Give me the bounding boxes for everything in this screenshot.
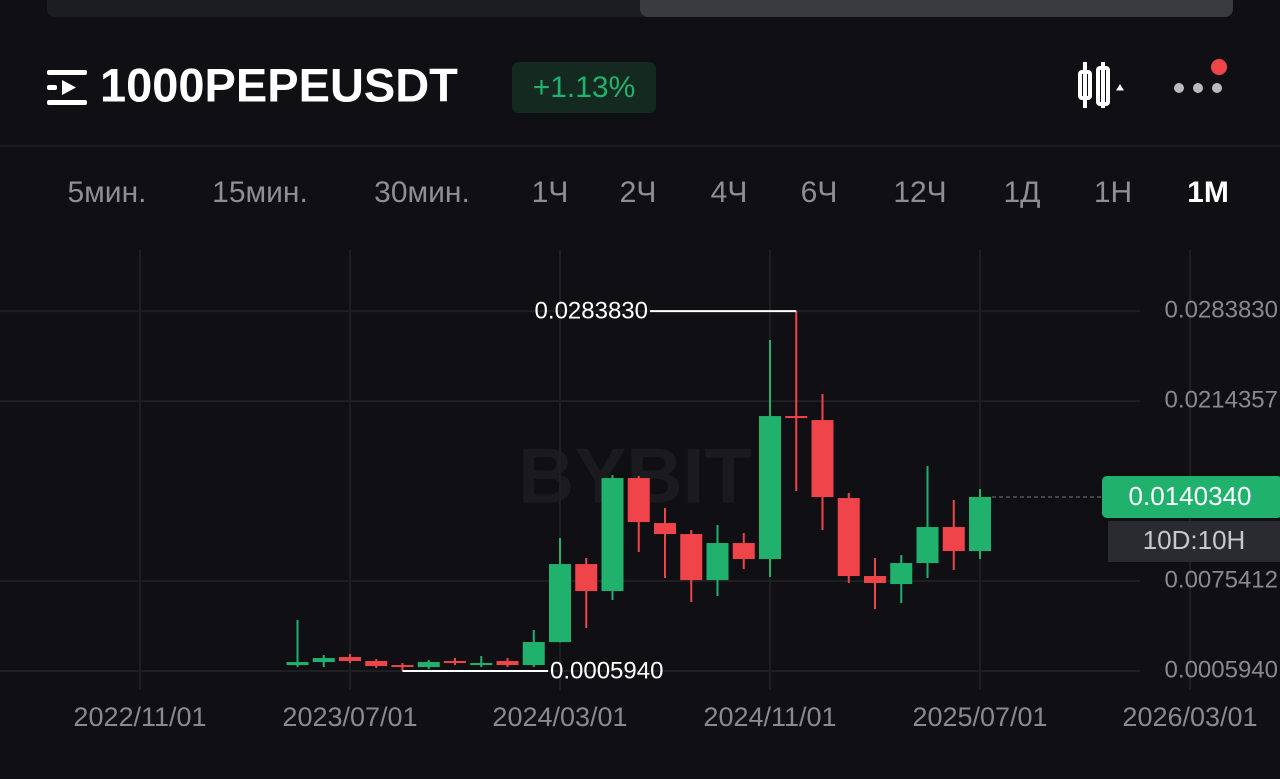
x-tick-label: 2024/03/01: [492, 702, 627, 732]
x-tick-label: 2024/11/01: [703, 702, 836, 732]
candle-body: [837, 498, 860, 577]
candle-body: [549, 564, 571, 643]
x-tick-label: 2023/07/01: [282, 702, 417, 732]
timeframe-tab[interactable]: 15мин.: [212, 176, 308, 209]
candle-body: [916, 527, 939, 564]
timeframe-tab[interactable]: 1Н: [1094, 176, 1132, 209]
timeframe-tab[interactable]: 5мин.: [68, 176, 147, 209]
min-marker-label: 0.0005940: [550, 657, 663, 684]
timeframe-tab[interactable]: 12Ч: [893, 176, 946, 209]
last-price-label: 0.0140340: [1129, 481, 1252, 511]
candle-body: [601, 478, 624, 592]
timeframe-tab[interactable]: 2Ч: [620, 176, 657, 209]
more-icon[interactable]: [1174, 59, 1227, 93]
candle-body: [680, 534, 703, 581]
symbol-title[interactable]: 1000PEPEUSDT: [100, 58, 458, 111]
timeframe-tab[interactable]: 1Д: [1003, 176, 1040, 209]
candle-body: [496, 661, 519, 666]
y-tick-label: 0.0283830: [1165, 296, 1278, 323]
candle-body: [890, 563, 913, 585]
candle-body: [627, 478, 650, 523]
candle-body: [470, 663, 493, 666]
y-tick-label: 0.0214357: [1165, 386, 1278, 413]
countdown-box: [1108, 520, 1280, 562]
menu-icon[interactable]: [47, 70, 87, 105]
y-tick-label: 0.0005940: [1165, 656, 1278, 683]
timeframe-tab[interactable]: 4Ч: [711, 176, 748, 209]
candle-body: [365, 661, 388, 667]
candle-body: [759, 416, 781, 560]
x-tick-label: 2025/07/01: [912, 702, 1047, 732]
chart-type-icon[interactable]: [1078, 62, 1124, 108]
candle-body: [522, 642, 545, 666]
x-tick-label: 2026/03/01: [1122, 702, 1257, 732]
max-marker-label: 0.0283830: [535, 297, 648, 324]
candle-body: [706, 543, 729, 581]
candle-body: [732, 543, 755, 560]
y-tick-label: 0.0075412: [1165, 566, 1278, 593]
candle-body: [339, 657, 361, 662]
candle-body: [942, 527, 965, 552]
timeframe-tab[interactable]: 1Ч: [532, 176, 569, 209]
candle-body: [391, 665, 414, 668]
timeframe-tab[interactable]: 30мин.: [374, 176, 470, 209]
candle-body: [417, 662, 440, 668]
change-badge: [512, 62, 656, 113]
candle-body: [969, 496, 991, 552]
timeframe-tab[interactable]: 6Ч: [801, 176, 838, 209]
last-price-box: [1102, 475, 1280, 518]
top-tab-active[interactable]: [640, 0, 1233, 17]
x-tick-label: 2022/11/01: [73, 702, 206, 732]
candle-body: [575, 564, 598, 592]
candle-body: [785, 416, 808, 419]
candle-body: [444, 661, 466, 664]
candle-body: [312, 658, 335, 663]
candle-body: [864, 576, 886, 584]
candle-body: [654, 523, 676, 535]
candle-body: [811, 420, 834, 498]
change-text: +1.13%: [533, 71, 636, 104]
timeframe-tab[interactable]: 1М: [1187, 176, 1229, 209]
candle-body: [286, 662, 309, 666]
countdown-label: 10D:10H: [1143, 525, 1246, 555]
